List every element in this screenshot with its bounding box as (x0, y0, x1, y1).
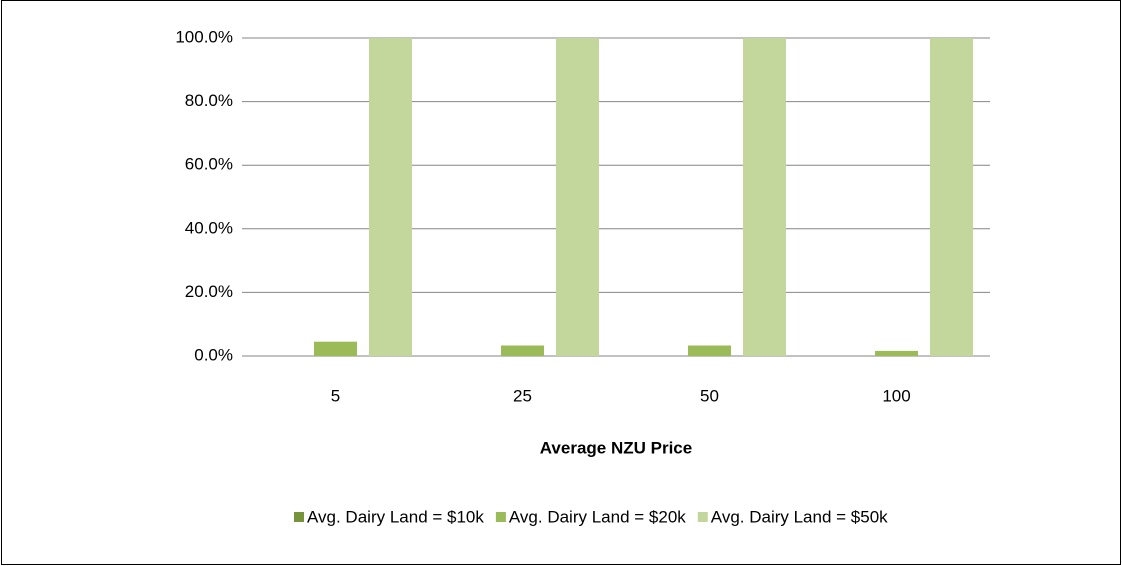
bar (743, 38, 786, 356)
x-tick-label: 5 (331, 386, 340, 405)
x-axis-title: Average NZU Price (540, 438, 692, 457)
legend-swatch (294, 512, 304, 522)
bar (556, 38, 599, 356)
y-tick-label: 0.0% (194, 345, 233, 364)
bar (501, 345, 544, 356)
legend-swatch (495, 512, 506, 522)
x-tick-label: 50 (700, 386, 719, 405)
legend-label: Avg. Dairy Land = $50k (711, 507, 888, 526)
bar (369, 38, 412, 356)
legend-label: Avg. Dairy Land = $20k (509, 507, 686, 526)
bar (875, 350, 918, 356)
x-tick-label: 25 (513, 386, 532, 405)
bar (930, 38, 973, 356)
y-tick-label: 40.0% (185, 218, 233, 237)
y-tick-label: 60.0% (185, 155, 233, 174)
y-tick-label: 100.0% (175, 27, 233, 46)
bar (688, 345, 731, 356)
legend-swatch (697, 512, 708, 522)
y-tick-label: 80.0% (185, 91, 233, 110)
x-tick-label: 100 (882, 386, 910, 405)
legend-label: Avg. Dairy Land = $10k (307, 507, 484, 526)
y-tick-label: 20.0% (185, 282, 233, 301)
bar (314, 341, 357, 356)
